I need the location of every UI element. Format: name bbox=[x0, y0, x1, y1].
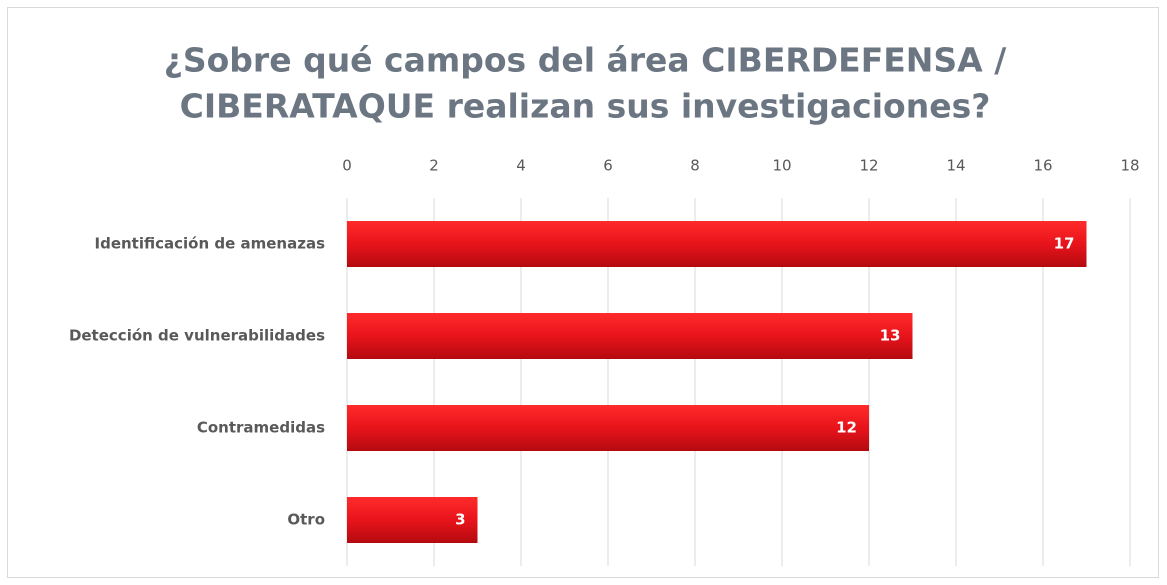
x-tick-label: 12 bbox=[859, 157, 878, 175]
x-tick-label: 6 bbox=[603, 157, 613, 175]
bar bbox=[347, 497, 478, 543]
x-tick-label: 8 bbox=[690, 157, 700, 175]
chart-area bbox=[7, 7, 1159, 578]
x-tick-label: 4 bbox=[516, 157, 526, 175]
bar bbox=[347, 405, 869, 451]
bar bbox=[347, 221, 1087, 267]
y-tick-label: Identificación de amenazas bbox=[95, 235, 326, 253]
value-label: 12 bbox=[836, 419, 857, 437]
y-tick-label: Otro bbox=[287, 511, 325, 529]
value-label: 3 bbox=[455, 511, 465, 529]
value-label: 17 bbox=[1054, 235, 1075, 253]
x-tick-label: 10 bbox=[772, 157, 791, 175]
chart-title: CIBERATAQUE realizan sus investigaciones… bbox=[180, 87, 991, 126]
bar bbox=[347, 313, 913, 359]
x-tick-label: 18 bbox=[1120, 157, 1139, 175]
x-tick-label: 0 bbox=[342, 157, 352, 175]
x-tick-label: 14 bbox=[946, 157, 965, 175]
y-tick-label: Detección de vulnerabilidades bbox=[69, 327, 325, 345]
x-tick-label: 16 bbox=[1033, 157, 1052, 175]
y-tick-label: Contramedidas bbox=[197, 419, 325, 437]
chart-title: ¿Sobre qué campos del área CIBERDEFENSA … bbox=[164, 41, 1007, 80]
x-tick-label: 2 bbox=[429, 157, 439, 175]
value-label: 13 bbox=[880, 327, 901, 345]
